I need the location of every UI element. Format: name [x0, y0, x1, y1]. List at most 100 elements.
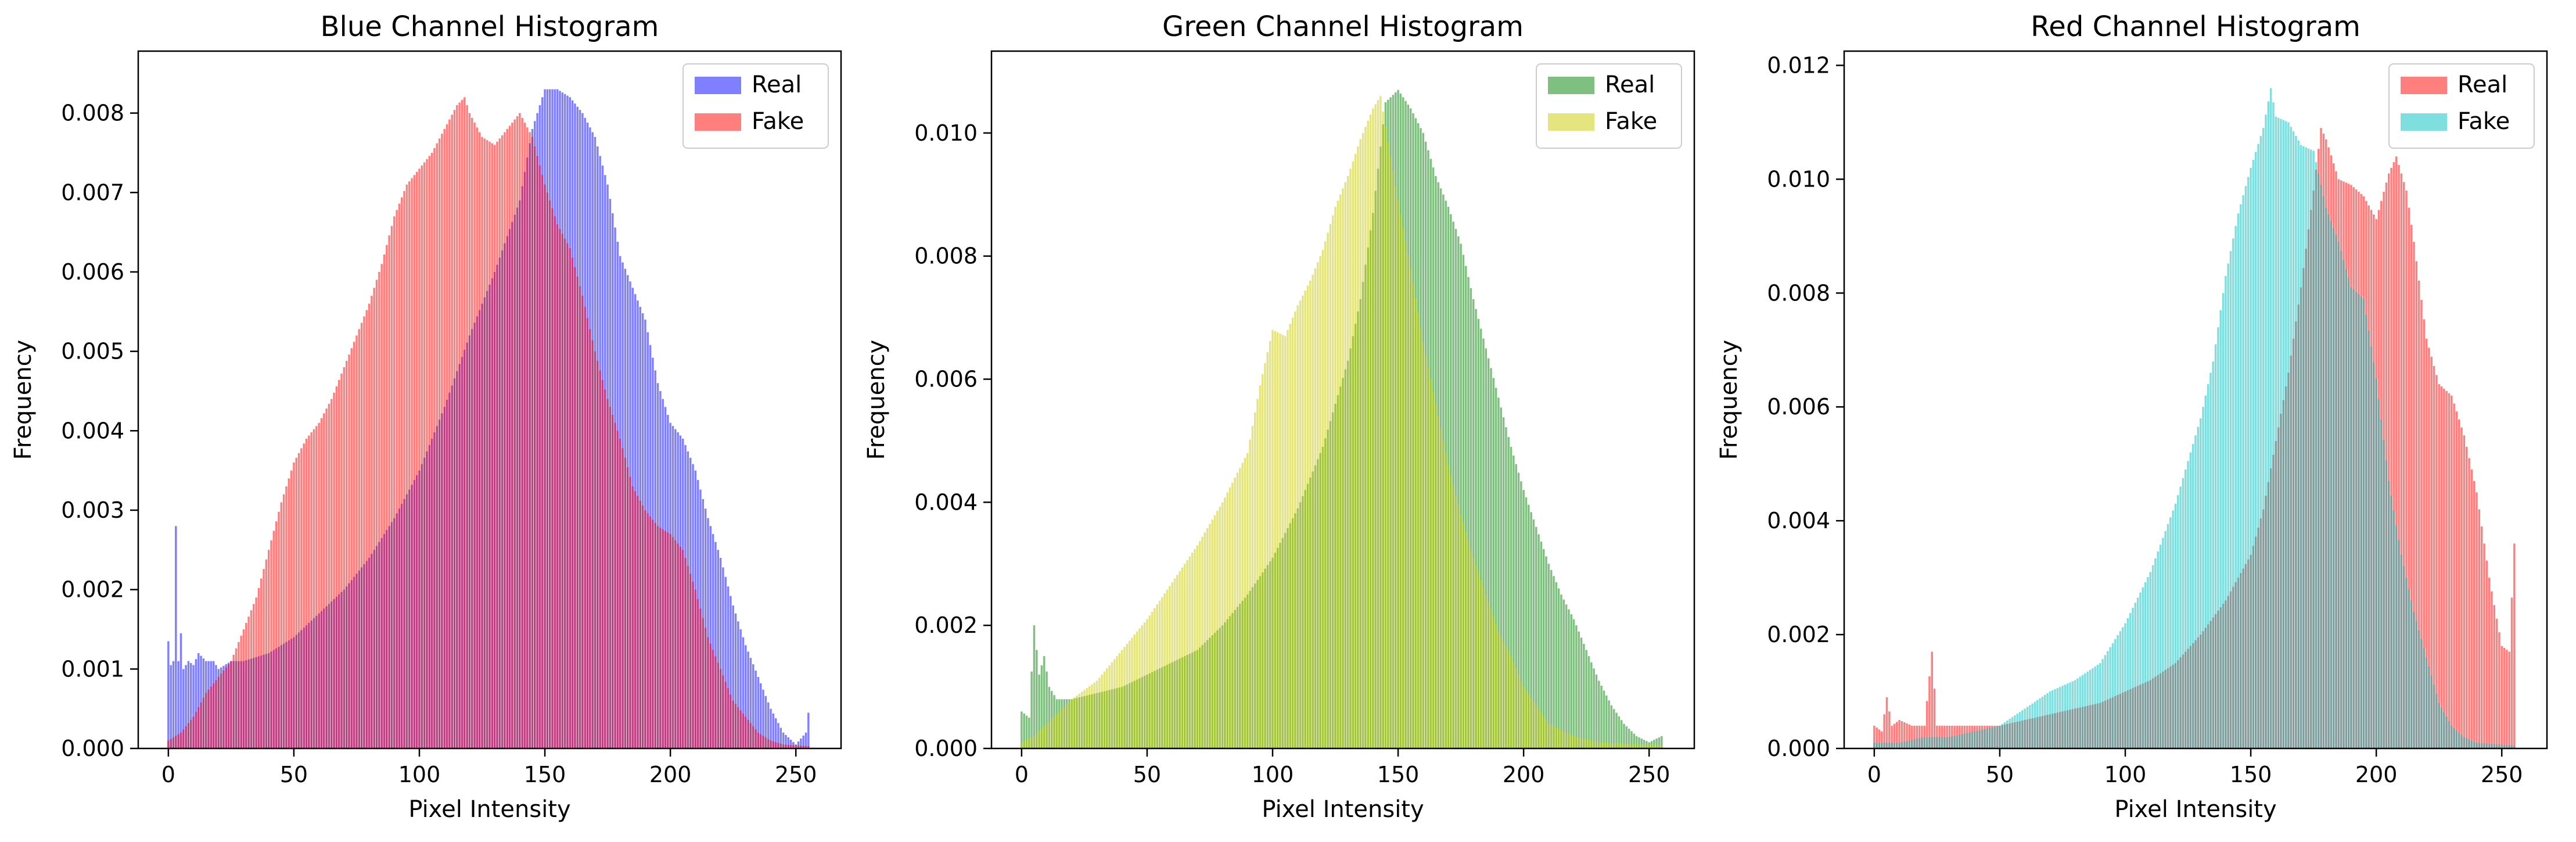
subplot-red-channel: 0 50 100 150 200 250 0.000 0.002 0.004 0.006 0.008…: [1716, 10, 2548, 823]
bar: [1279, 334, 1281, 748]
bar: [1600, 685, 1603, 748]
bar: [1595, 741, 1598, 748]
bar: [222, 671, 225, 748]
bar: [496, 141, 498, 748]
legend-swatch-real: [2401, 77, 2447, 94]
bar: [1487, 358, 1490, 748]
bar: [2295, 135, 2297, 749]
bar: [504, 132, 506, 748]
bar: [1633, 744, 1636, 748]
bar: [1339, 194, 1342, 748]
bar: [1643, 744, 1646, 748]
bar: [1080, 691, 1083, 748]
bar: [2036, 700, 2039, 748]
bar: [2254, 152, 2257, 748]
bar: [1507, 437, 1510, 748]
bar: [2465, 446, 2468, 748]
bar: [1505, 427, 1507, 748]
bar: [1941, 725, 1943, 748]
bar: [175, 526, 177, 748]
bar: [2149, 572, 2151, 748]
bar: [1176, 575, 1179, 748]
x-tick-label: 150: [1377, 762, 1420, 787]
legend-label-fake: Fake: [1605, 108, 1657, 135]
bar: [2347, 278, 2350, 748]
bar: [1414, 298, 1417, 748]
bar: [534, 146, 536, 748]
bar: [2458, 419, 2460, 748]
bar: [1357, 146, 1359, 748]
y-tick-label: 0.008: [61, 101, 124, 126]
bar: [2054, 689, 2056, 748]
bar: [2324, 207, 2327, 748]
bar: [2383, 440, 2385, 748]
bar: [360, 323, 363, 748]
bar: [626, 467, 629, 748]
bar: [1928, 737, 1931, 748]
bar: [1450, 475, 1452, 748]
bar: [1996, 726, 1999, 748]
bar: [606, 399, 609, 748]
bar: [257, 587, 260, 748]
bar: [2360, 296, 2362, 748]
bar: [1572, 619, 1575, 748]
bar: [1038, 674, 1040, 748]
bar: [2485, 743, 2488, 748]
bar: [1033, 736, 1036, 748]
bar: [714, 656, 717, 748]
bar: [2440, 386, 2443, 748]
bar: [2433, 366, 2435, 748]
y-tick-label: 0.010: [914, 120, 978, 146]
bar: [2340, 250, 2343, 749]
bar: [2392, 162, 2395, 748]
bar: [1470, 288, 1472, 748]
bar: [2413, 242, 2415, 748]
bar: [1933, 689, 1936, 748]
bar: [2003, 722, 2006, 748]
bar: [1515, 668, 1517, 748]
bar: [2500, 646, 2503, 748]
bar: [1442, 440, 1445, 748]
bar: [759, 734, 762, 748]
bar: [373, 288, 375, 748]
legend-label-real: Real: [1605, 71, 1655, 98]
bar: [2495, 618, 2498, 748]
bar: [734, 704, 737, 748]
bar: [498, 138, 501, 749]
x-axis-label: Pixel Intensity: [408, 796, 570, 823]
bar: [1206, 528, 1209, 748]
bar: [2420, 300, 2423, 748]
bar: [1968, 732, 1971, 748]
bar: [486, 140, 488, 749]
bar: [2049, 691, 2052, 748]
bar: [1562, 599, 1565, 748]
bar: [662, 529, 664, 748]
bar: [584, 307, 586, 748]
bar: [2483, 543, 2485, 748]
bar: [2443, 712, 2445, 748]
bar: [671, 537, 674, 748]
bar: [2385, 460, 2388, 748]
bar: [1655, 739, 1658, 748]
bar: [1196, 545, 1199, 748]
bar: [280, 502, 283, 748]
bar: [1640, 739, 1643, 748]
bar: [1575, 736, 1578, 748]
bar: [428, 156, 431, 748]
bar: [177, 734, 179, 748]
bar: [1630, 731, 1633, 748]
bar: [415, 171, 418, 748]
bar: [797, 745, 800, 748]
bar: [272, 531, 275, 748]
bar: [2259, 135, 2262, 749]
bar: [2448, 721, 2451, 748]
bar: [300, 448, 303, 748]
bar: [2395, 156, 2398, 749]
bar: [770, 708, 772, 748]
bar: [2335, 235, 2337, 748]
bar: [325, 409, 328, 748]
bar: [1216, 511, 1219, 748]
bar: [1921, 737, 1923, 748]
bar: [1603, 690, 1605, 748]
bar: [478, 132, 481, 748]
